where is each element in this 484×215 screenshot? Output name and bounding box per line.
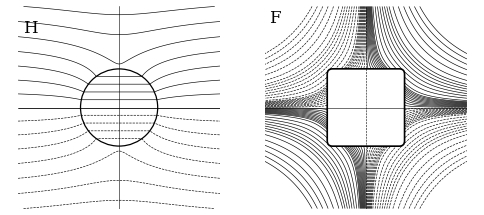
Text: H: H <box>23 20 37 37</box>
FancyBboxPatch shape <box>327 69 404 146</box>
Text: F: F <box>269 10 280 27</box>
